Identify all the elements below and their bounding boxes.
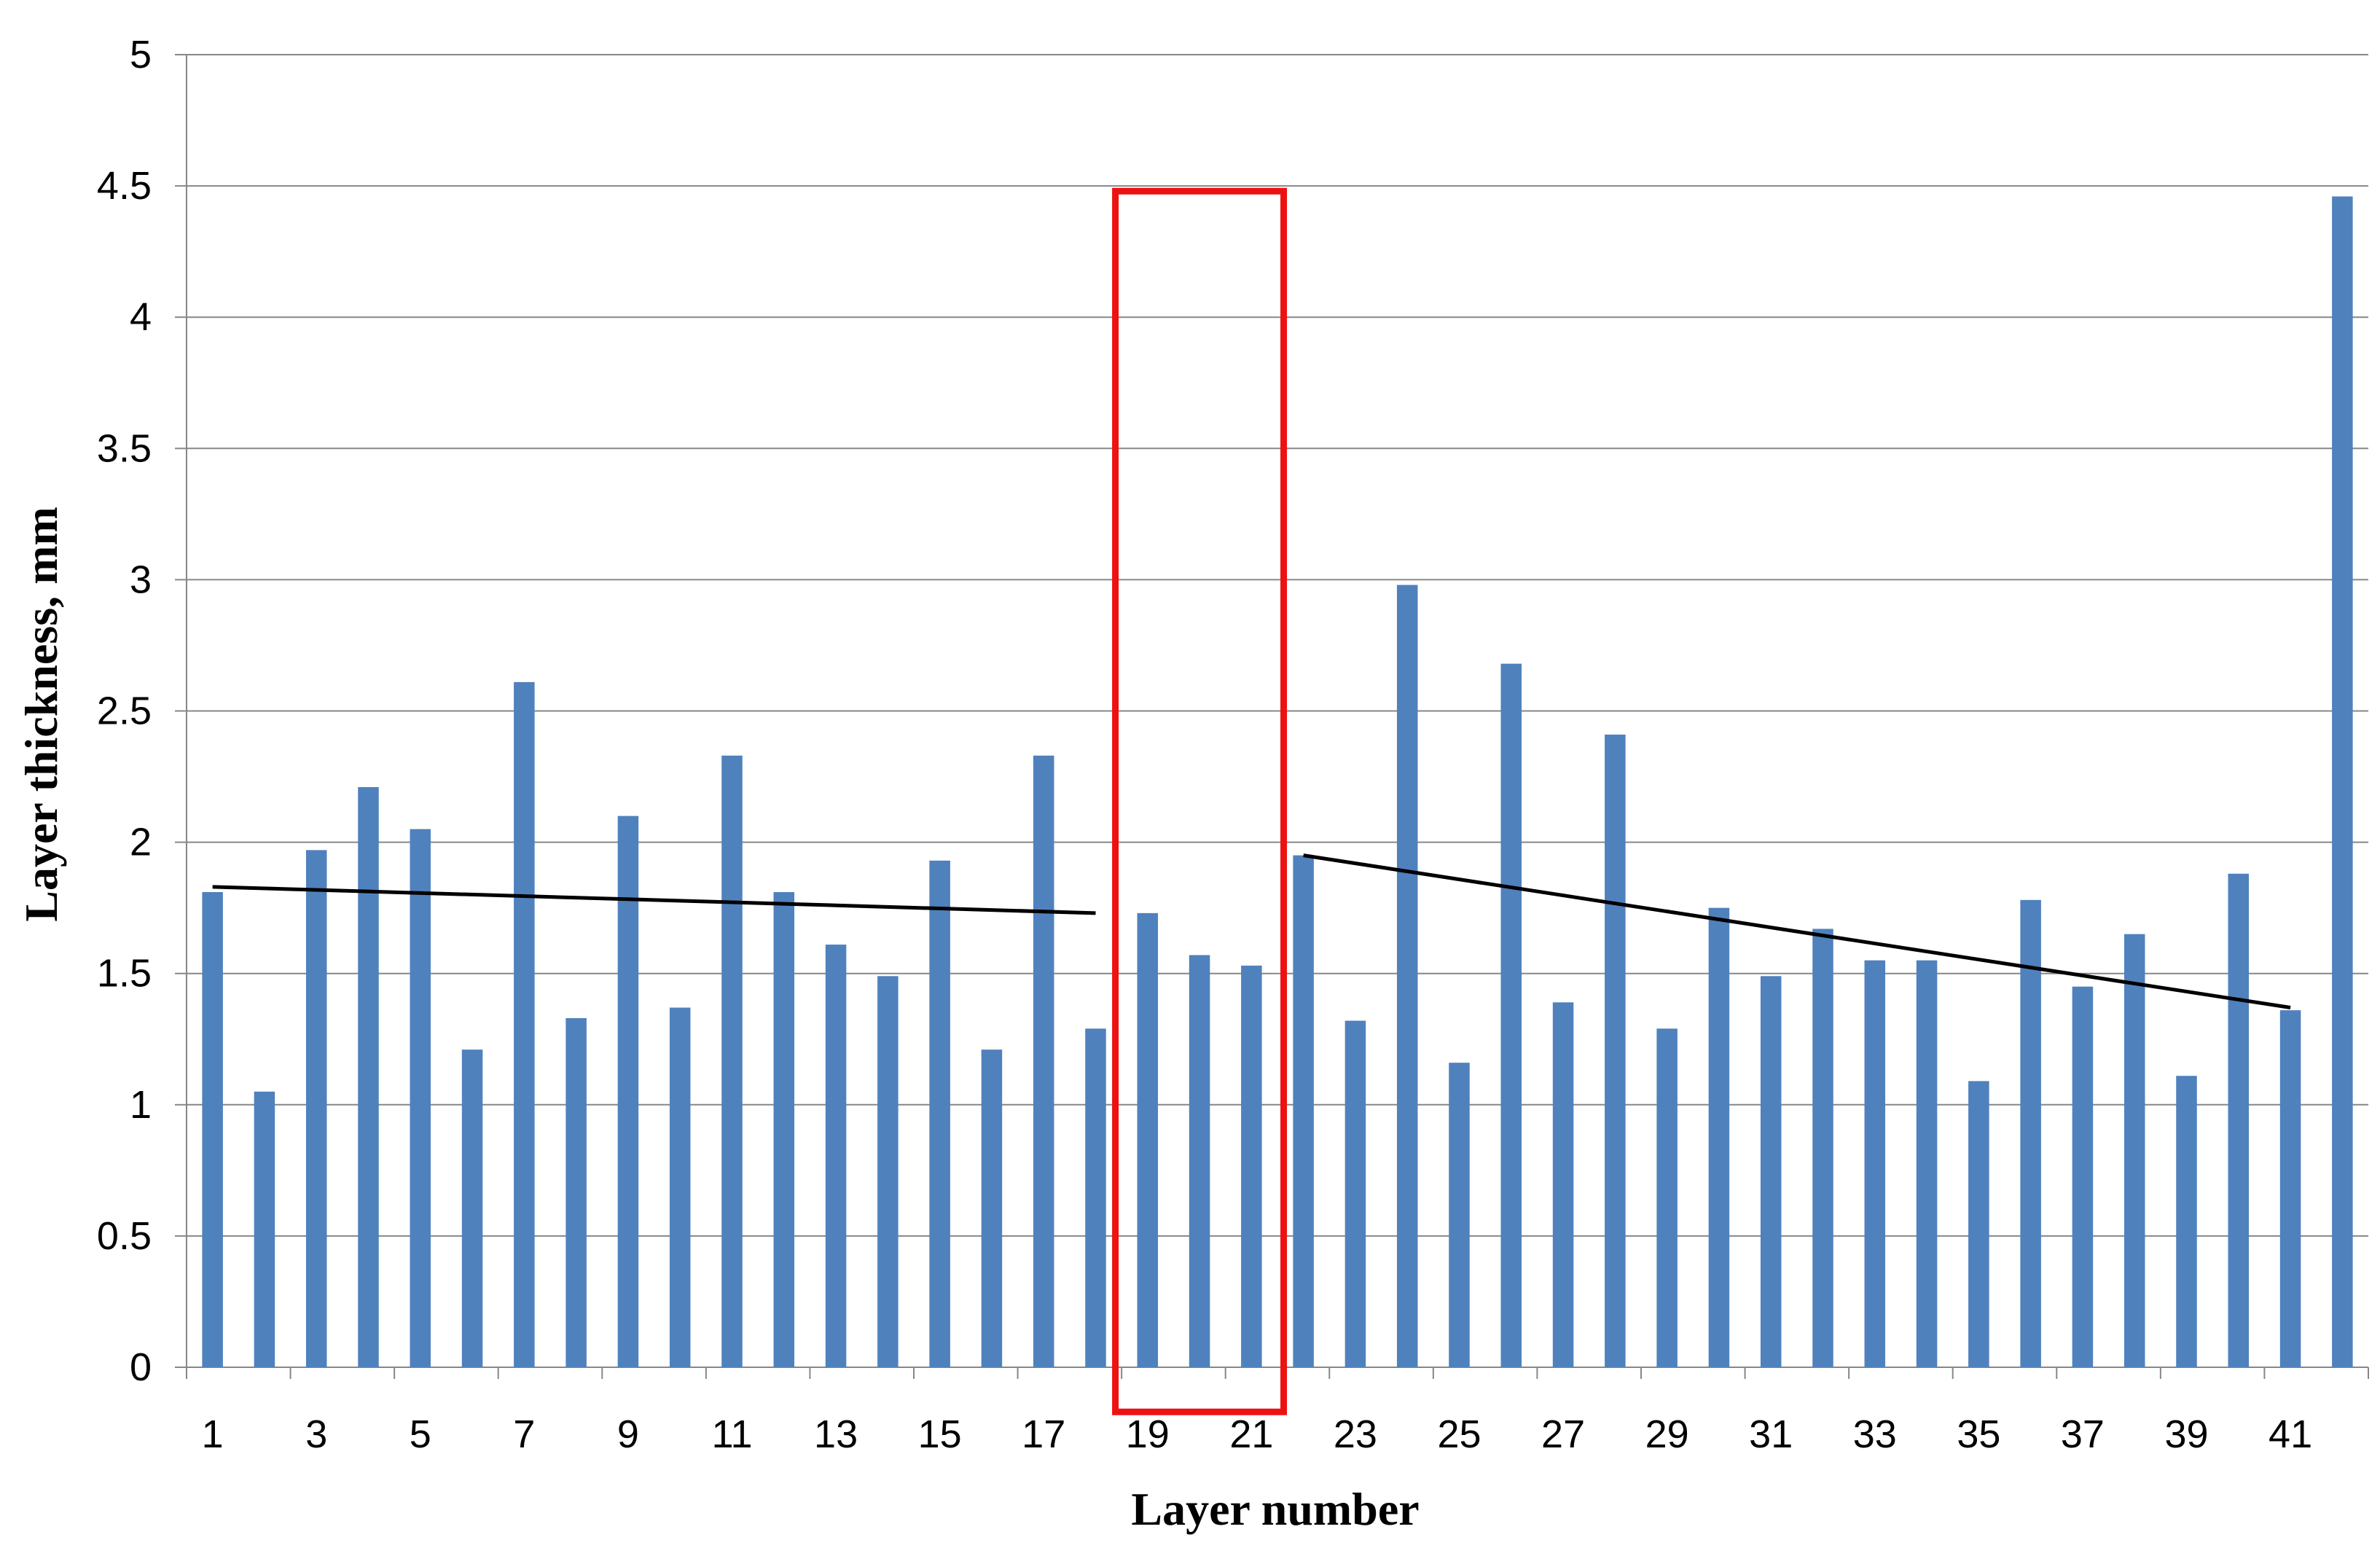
bars bbox=[202, 196, 2353, 1367]
highlight-box bbox=[1112, 187, 1288, 1415]
y-tick-label: 2 bbox=[130, 821, 152, 864]
bar-layer-30 bbox=[1708, 907, 1730, 1367]
bar-layer-38 bbox=[2123, 934, 2145, 1367]
trendlines bbox=[212, 853, 2291, 1009]
y-tick-label: 5 bbox=[130, 33, 152, 77]
x-tick-label: 35 bbox=[1957, 1412, 2000, 1456]
x-tick-label: 33 bbox=[1853, 1412, 1897, 1456]
bar-layer-7 bbox=[514, 681, 535, 1367]
x-tick-label: 9 bbox=[617, 1412, 639, 1456]
x-tick-label: 3 bbox=[305, 1412, 327, 1456]
bar-layer-6 bbox=[461, 1049, 483, 1367]
x-tick-label: 29 bbox=[1645, 1412, 1689, 1456]
y-tick-label: 1 bbox=[130, 1083, 152, 1127]
y-tick-label: 4 bbox=[130, 295, 152, 339]
bar-layer-21 bbox=[1241, 965, 1262, 1367]
bar-layer-27 bbox=[1552, 1002, 1574, 1367]
x-tick-labels: 1 3 5 7 9 11 13 15 17 19 21 23 25 27 29 31 33 35 37 39 41 bbox=[202, 1412, 2312, 1456]
x-tick-label: 5 bbox=[410, 1412, 431, 1456]
bar-layer-42 bbox=[2332, 196, 2353, 1367]
axes bbox=[175, 54, 2369, 1379]
x-tick-label: 27 bbox=[1541, 1412, 1585, 1456]
bar-layer-12 bbox=[773, 892, 795, 1367]
bar-layer-17 bbox=[1033, 755, 1054, 1367]
x-tick-label: 19 bbox=[1126, 1412, 1170, 1456]
bar-layer-35 bbox=[1968, 1081, 1989, 1367]
bar-layer-18 bbox=[1085, 1028, 1106, 1367]
y-tick-labels: 0 0.5 1 1.5 2 2.5 3 3.5 4 4.5 5 bbox=[97, 33, 152, 1389]
bar-layer-25 bbox=[1449, 1063, 1470, 1367]
x-tick-label: 31 bbox=[1749, 1412, 1793, 1456]
bar-layer-9 bbox=[617, 816, 639, 1367]
x-tick-label: 13 bbox=[814, 1412, 858, 1456]
bar-layer-24 bbox=[1396, 585, 1418, 1367]
bar-layer-19 bbox=[1137, 912, 1159, 1367]
x-tick-label: 41 bbox=[2269, 1412, 2312, 1456]
bar-layer-29 bbox=[1656, 1028, 1678, 1367]
bar-layer-39 bbox=[2176, 1076, 2197, 1367]
y-axis-title: Layer thickness, mm bbox=[15, 507, 67, 921]
bar-layer-1 bbox=[202, 892, 223, 1367]
x-tick-label: 37 bbox=[2061, 1412, 2105, 1456]
y-tick-label: 0.5 bbox=[97, 1214, 152, 1258]
bar-layer-13 bbox=[825, 945, 847, 1367]
bar-layer-31 bbox=[1760, 976, 1782, 1367]
x-tick-label: 25 bbox=[1437, 1412, 1481, 1456]
bar-layer-23 bbox=[1344, 1020, 1366, 1367]
x-tick-label: 1 bbox=[202, 1412, 224, 1456]
gridlines bbox=[187, 54, 2368, 1237]
bar-layer-20 bbox=[1189, 955, 1210, 1367]
bar-layer-37 bbox=[2072, 986, 2094, 1367]
x-tick-label: 17 bbox=[1022, 1412, 1065, 1456]
x-tick-label: 11 bbox=[711, 1412, 752, 1456]
bar-layer-26 bbox=[1500, 663, 1522, 1367]
y-tick-label: 3.5 bbox=[97, 426, 152, 470]
bar-layer-8 bbox=[565, 1017, 587, 1367]
highlight-region bbox=[1112, 187, 1288, 1415]
y-tick-label: 1.5 bbox=[97, 952, 152, 996]
x-axis-title: Layer number bbox=[1131, 1483, 1419, 1535]
bar-layer-34 bbox=[1916, 960, 1938, 1367]
y-tick-label: 0 bbox=[130, 1345, 152, 1389]
y-tick-label: 3 bbox=[130, 558, 152, 601]
bar-layer-32 bbox=[1812, 929, 1833, 1367]
bar-layer-14 bbox=[877, 976, 899, 1367]
bar-layer-2 bbox=[254, 1091, 275, 1367]
bar-layer-36 bbox=[2020, 899, 2041, 1367]
y-tick-label: 2.5 bbox=[97, 689, 152, 733]
trendline-2 bbox=[1303, 853, 2291, 1009]
bar-layer-22 bbox=[1293, 855, 1314, 1367]
bar-layer-28 bbox=[1605, 734, 1626, 1367]
trendline-1 bbox=[212, 885, 1096, 915]
bar-layer-3 bbox=[305, 850, 327, 1367]
x-tick-label: 15 bbox=[918, 1412, 962, 1456]
bar-layer-5 bbox=[410, 829, 431, 1367]
x-tick-label: 7 bbox=[513, 1412, 535, 1456]
x-tick-label: 21 bbox=[1229, 1412, 1273, 1456]
x-tick-label: 39 bbox=[2164, 1412, 2208, 1456]
bar-layer-15 bbox=[929, 860, 950, 1367]
bar-layer-11 bbox=[721, 755, 743, 1367]
bar-layer-33 bbox=[1864, 960, 1886, 1367]
bar-layer-10 bbox=[669, 1007, 691, 1367]
x-tick-label: 23 bbox=[1334, 1412, 1377, 1456]
bar-layer-40 bbox=[2228, 873, 2250, 1367]
bar-layer-16 bbox=[981, 1049, 1003, 1367]
y-tick-label: 4.5 bbox=[97, 164, 152, 208]
bar-layer-4 bbox=[358, 786, 379, 1367]
bar-layer-41 bbox=[2279, 1010, 2301, 1367]
